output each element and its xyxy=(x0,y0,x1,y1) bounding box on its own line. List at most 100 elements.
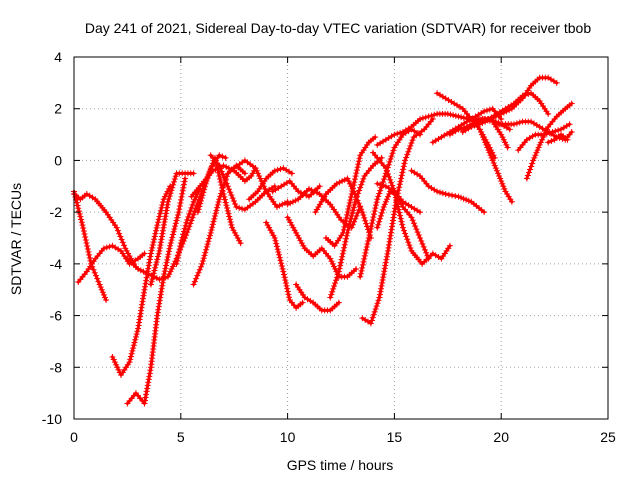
data-point xyxy=(220,191,227,198)
data-point xyxy=(166,193,173,200)
data-point xyxy=(147,367,154,374)
data-point xyxy=(279,265,286,272)
data-point xyxy=(165,251,172,258)
data-point xyxy=(158,236,165,243)
data-point xyxy=(476,118,483,125)
data-point xyxy=(375,221,382,228)
data-point xyxy=(513,120,520,127)
data-point xyxy=(198,195,205,202)
data-point xyxy=(400,163,407,170)
data-point xyxy=(566,121,573,128)
data-point xyxy=(144,382,151,389)
data-point xyxy=(174,254,181,261)
data-point xyxy=(262,185,269,192)
data-point xyxy=(499,180,506,187)
data-point xyxy=(157,210,164,217)
data-point xyxy=(214,201,221,208)
data-point xyxy=(336,179,343,186)
data-point xyxy=(418,237,425,244)
data-point xyxy=(397,129,404,136)
data-point xyxy=(419,115,426,122)
data-point xyxy=(119,239,126,246)
data-point xyxy=(346,202,353,209)
data-point xyxy=(429,116,436,123)
data-point xyxy=(330,263,337,270)
data-point xyxy=(465,197,472,204)
data-point xyxy=(163,191,170,198)
data-point xyxy=(228,221,235,228)
data-point xyxy=(300,242,307,249)
data-point xyxy=(75,208,82,215)
data-point xyxy=(381,173,388,180)
data-point xyxy=(360,212,367,219)
data-point xyxy=(460,114,467,121)
data-point xyxy=(191,278,198,285)
data-point xyxy=(203,178,210,185)
data-point xyxy=(211,213,218,220)
data-point xyxy=(308,187,315,194)
data-point xyxy=(428,112,435,119)
data-point xyxy=(227,189,234,196)
data-point xyxy=(271,167,278,174)
data-point xyxy=(394,203,401,210)
data-point xyxy=(176,206,183,213)
data-point xyxy=(480,134,487,141)
series-line xyxy=(110,184,172,377)
data-point xyxy=(384,171,391,178)
plot-frame xyxy=(73,56,609,420)
data-point xyxy=(294,232,301,239)
series-track-22 xyxy=(327,154,385,301)
data-point xyxy=(370,311,377,318)
data-point xyxy=(519,92,526,99)
data-point xyxy=(181,178,188,185)
series-track-2 xyxy=(71,191,137,267)
data-point xyxy=(353,167,360,174)
data-point xyxy=(385,244,392,251)
data-point xyxy=(402,157,409,164)
data-point xyxy=(365,235,372,241)
data-point xyxy=(171,225,178,232)
data-point xyxy=(172,223,179,230)
data-point xyxy=(230,198,237,205)
data-point xyxy=(355,190,362,197)
data-point xyxy=(146,373,153,380)
data-point xyxy=(391,208,398,215)
data-point xyxy=(180,184,187,191)
data-point xyxy=(141,286,148,293)
data-point xyxy=(153,259,160,266)
data-point xyxy=(329,288,336,295)
data-point xyxy=(118,236,125,243)
data-point xyxy=(203,243,210,250)
data-point xyxy=(346,199,353,206)
data-point xyxy=(161,268,168,275)
data-point xyxy=(217,178,224,185)
data-point xyxy=(157,242,164,249)
data-point xyxy=(545,139,552,146)
data-point xyxy=(511,121,518,128)
data-point xyxy=(383,253,390,260)
data-point xyxy=(164,254,171,261)
data-point xyxy=(407,142,414,149)
data-point xyxy=(381,265,388,272)
data-point xyxy=(207,229,214,236)
data-point xyxy=(425,113,432,120)
data-point xyxy=(94,275,101,282)
data-point xyxy=(374,224,381,231)
series-track-8 xyxy=(173,185,204,267)
data-point xyxy=(221,193,228,200)
data-point xyxy=(75,205,82,212)
y-tick-label: -6 xyxy=(50,308,63,324)
data-point xyxy=(343,232,350,239)
data-point xyxy=(380,271,387,278)
data-point xyxy=(297,237,304,244)
data-point xyxy=(126,359,133,366)
data-point xyxy=(536,141,543,148)
data-point xyxy=(345,205,352,212)
data-point xyxy=(154,222,161,229)
data-point xyxy=(145,376,152,383)
data-point xyxy=(206,235,213,242)
data-point xyxy=(152,230,159,237)
data-point xyxy=(81,231,88,238)
data-point xyxy=(164,198,171,205)
data-point xyxy=(333,274,340,281)
